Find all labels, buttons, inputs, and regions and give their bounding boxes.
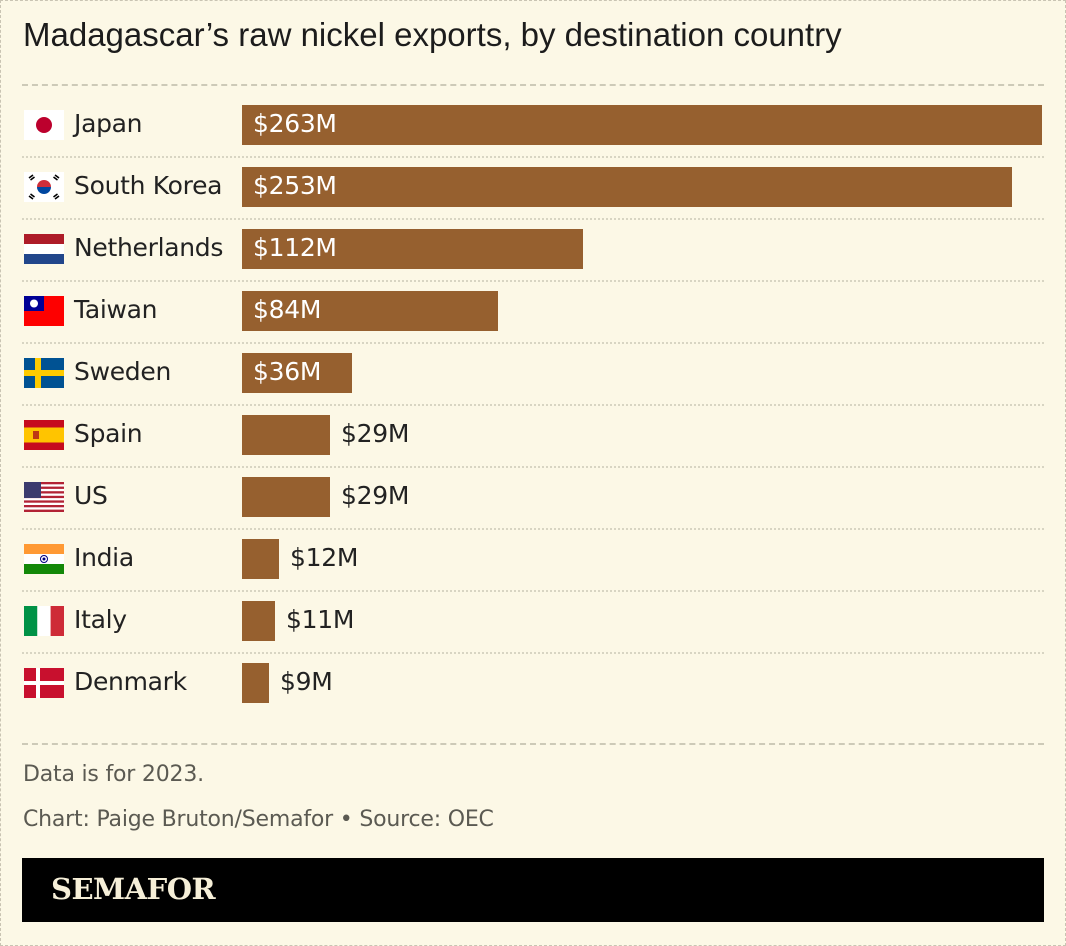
bar bbox=[242, 601, 275, 641]
country-label: Netherlands bbox=[74, 233, 224, 262]
country-label: Taiwan bbox=[74, 295, 158, 324]
japan-flag-icon bbox=[24, 110, 64, 140]
value-label: $12M bbox=[290, 543, 359, 572]
value-label: $36M bbox=[253, 357, 322, 386]
denmark-flag-icon bbox=[24, 668, 64, 698]
country-label: Sweden bbox=[74, 357, 171, 386]
bar bbox=[242, 167, 1012, 207]
south-korea-flag-icon bbox=[24, 172, 64, 202]
bar-row: Taiwan $84M bbox=[22, 282, 1044, 344]
country-label: South Korea bbox=[74, 171, 223, 200]
bar-row: Japan $263M bbox=[22, 96, 1044, 158]
brand-bar: SEMAFOR bbox=[22, 858, 1044, 922]
netherlands-flag-icon bbox=[24, 234, 64, 264]
source-credit: Chart: Paige Bruton/Semafor • Source: OE… bbox=[23, 807, 494, 832]
sweden-flag-icon bbox=[24, 358, 64, 388]
bar bbox=[242, 353, 352, 393]
chart-title: Madagascar’s raw nickel exports, by dest… bbox=[23, 16, 842, 53]
bar bbox=[242, 229, 583, 269]
country-label: Japan bbox=[74, 109, 143, 138]
bar-row: South Korea $253M bbox=[22, 158, 1044, 220]
title-divider bbox=[22, 84, 1044, 86]
value-label: $263M bbox=[253, 109, 337, 138]
bar-row: Netherlands $112M bbox=[22, 220, 1044, 282]
data-note: Data is for 2023. bbox=[23, 762, 204, 787]
value-label: $112M bbox=[253, 233, 337, 262]
country-label: Denmark bbox=[74, 667, 187, 696]
value-label: $9M bbox=[280, 667, 333, 696]
country-label: US bbox=[74, 481, 108, 510]
bar bbox=[242, 539, 279, 579]
bar bbox=[242, 105, 1042, 145]
country-label: Spain bbox=[74, 419, 143, 448]
country-label: Italy bbox=[74, 605, 127, 634]
footer-divider bbox=[22, 743, 1044, 745]
bar-row: India $12M bbox=[22, 530, 1044, 592]
bar-row: Spain $29M bbox=[22, 406, 1044, 468]
bar-row: Sweden $36M bbox=[22, 344, 1044, 406]
value-label: $29M bbox=[341, 481, 410, 510]
country-label: India bbox=[74, 543, 134, 572]
taiwan-flag-icon bbox=[24, 296, 64, 326]
bar bbox=[242, 477, 330, 517]
us-flag-icon bbox=[24, 482, 64, 512]
india-flag-icon bbox=[24, 544, 64, 574]
brand-logo: SEMAFOR bbox=[51, 872, 216, 906]
value-label: $253M bbox=[253, 171, 337, 200]
bar-row: US $29M bbox=[22, 468, 1044, 530]
spain-flag-icon bbox=[24, 420, 64, 450]
bar-rows: Japan $263M South Korea $253M Netherland… bbox=[22, 96, 1044, 716]
value-label: $11M bbox=[286, 605, 355, 634]
value-label: $84M bbox=[253, 295, 322, 324]
bar-row: Italy $11M bbox=[22, 592, 1044, 654]
bar bbox=[242, 663, 269, 703]
value-label: $29M bbox=[341, 419, 410, 448]
bar bbox=[242, 291, 498, 331]
italy-flag-icon bbox=[24, 606, 64, 636]
bar bbox=[242, 415, 330, 455]
bar-row: Denmark $9M bbox=[22, 654, 1044, 716]
